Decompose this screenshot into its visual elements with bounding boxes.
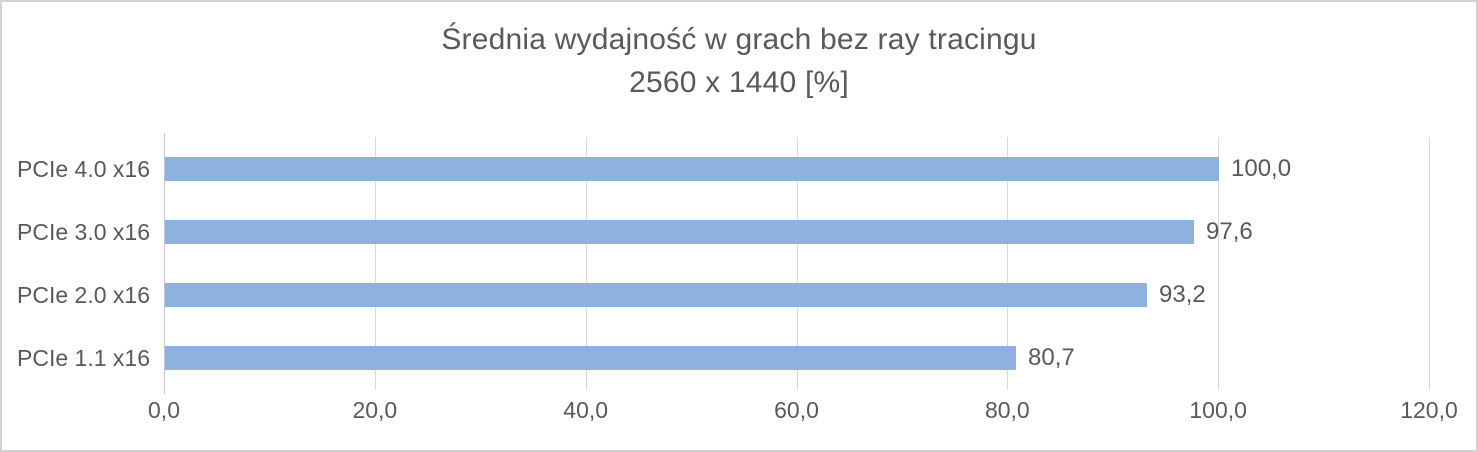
gridline-x-120	[1429, 137, 1430, 390]
category-axis: PCIe 4.0 x16 PCIe 3.0 x16 PCIe 2.0 x16 PCIe…	[2, 137, 150, 390]
x-tick-label-0: 0,0	[148, 397, 180, 423]
x-tick-label-80: 80,0	[984, 397, 1030, 423]
gridline-x-100	[1218, 137, 1220, 390]
bar-value-label: 93,2	[1159, 281, 1206, 308]
category-label-pcie-1-1-x16: PCIe 1.1 x16	[17, 345, 150, 371]
chart-title-line1: Średnia wydajność w grach bez ray tracin…	[441, 23, 1037, 56]
bar-pcie-2-0-x16	[165, 283, 1147, 307]
chart-title: Średnia wydajność w grach bez ray tracin…	[2, 18, 1476, 104]
bar-pcie-1-1-x16	[165, 346, 1016, 370]
y-axis-line	[164, 133, 165, 394]
bar-pcie-3-0-x16	[165, 220, 1194, 244]
chart-title-line2: 2560 x 1440 [%]	[629, 66, 849, 99]
x-tick-label-40: 40,0	[563, 397, 609, 423]
x-tick-label-100: 100,0	[1189, 397, 1247, 423]
category-label-pcie-2-0-x16: PCIe 2.0 x16	[17, 282, 150, 308]
bar-value-label: 97,6	[1206, 218, 1253, 245]
x-tick-label-60: 60,0	[774, 397, 819, 423]
x-axis: 0,0 20,0 40,0 60,0 80,0 100,0 120,0	[148, 396, 1458, 426]
x-tick-label-20: 20,0	[352, 397, 398, 423]
bar-pcie-4-0-x16	[165, 157, 1219, 181]
gridline-x-40	[585, 137, 587, 390]
x-tick-label-120: 120,0	[1400, 397, 1458, 423]
gridline-x-80	[1007, 137, 1009, 390]
category-label-pcie-4-0-x16: PCIe 4.0 x16	[17, 156, 150, 182]
category-label-pcie-3-0-x16: PCIe 3.0 x16	[17, 219, 150, 245]
bar-value-label: 80,7	[1028, 344, 1075, 371]
gridline-x-20	[374, 137, 376, 390]
bar-value-label: 100,0	[1231, 155, 1292, 182]
plot-area: 100,0 97,6 93,2 80,7	[164, 133, 1430, 394]
gridline-x-60	[796, 137, 798, 390]
